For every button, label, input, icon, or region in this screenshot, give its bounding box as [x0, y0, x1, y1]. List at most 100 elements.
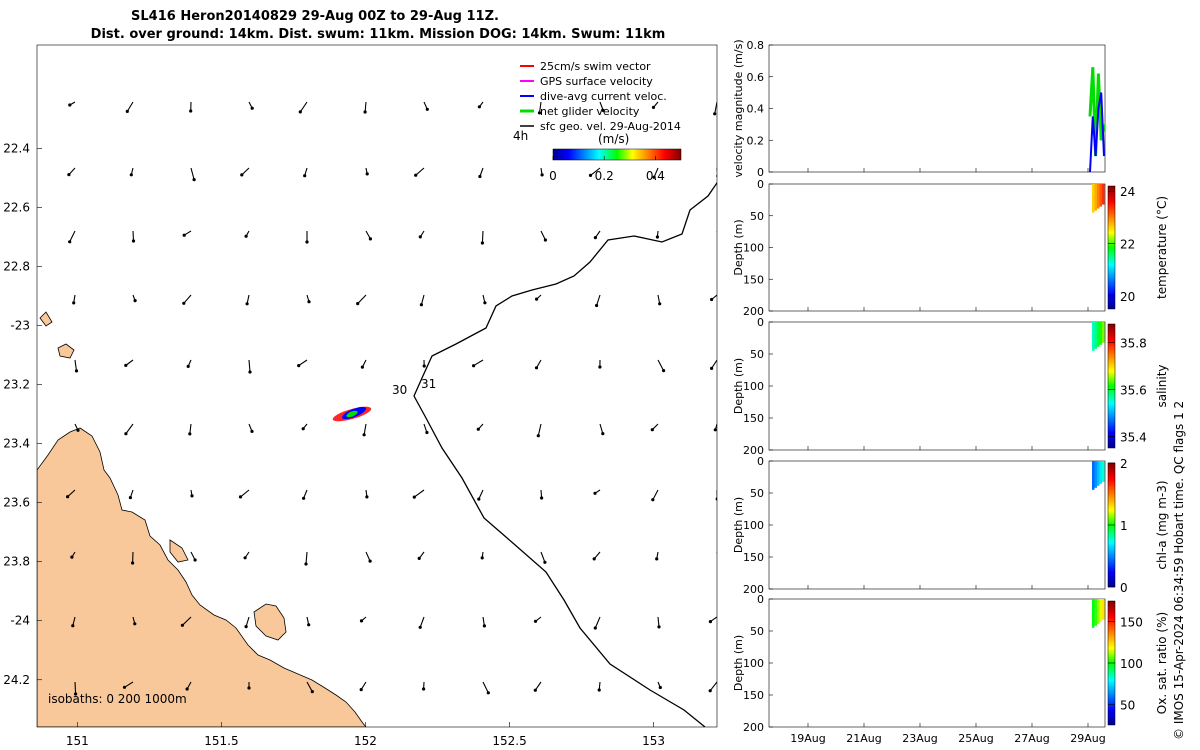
geostrophic-vector-head: [477, 497, 481, 501]
oxygen-y-tick-label: 0: [757, 593, 764, 606]
geostrophic-vector-head: [422, 687, 426, 691]
geostrophic-vector-head: [651, 498, 655, 502]
map-y-tick-label: 23.4: [3, 437, 30, 451]
map-y-ticks: 22.4 22.6 22.8 -23 23.2 23.4 23.6 23.8 -24 24.2: [3, 141, 42, 687]
temperature-profile: [1092, 184, 1095, 213]
chla-colorbar-label: chl-a (mg m-3): [1155, 480, 1169, 569]
geostrophic-vector-head: [597, 688, 601, 692]
geostrophic-vector: [189, 423, 192, 434]
map-x-tick-label: 151.5: [204, 734, 238, 748]
geostrophic-vector-head: [598, 365, 602, 369]
geostrophic-vector-head: [650, 428, 654, 432]
geostrophic-vector: [590, 167, 601, 176]
oxygen-profile: [1092, 599, 1095, 628]
geostrophic-vector-head: [422, 364, 426, 368]
geostrophic-vector: [473, 359, 484, 367]
geostrophic-vector-head: [486, 691, 490, 695]
geostrophic-vector-head: [417, 556, 421, 561]
geostrophic-vector: [132, 230, 135, 242]
geostrophic-vector: [419, 616, 425, 628]
footer-credit: © IMOS 15-Apr-2024 06:34:59 Hobart time.…: [1172, 401, 1186, 740]
geostrophic-vector-head: [480, 241, 484, 245]
geostrophic-vector-head: [593, 491, 597, 495]
temperature-colorbar-tick-label: 24: [1120, 185, 1135, 199]
chla-profile: [1094, 461, 1097, 488]
geostrophic-vector-head: [713, 112, 717, 116]
oxygen-colorbar-tick-label: 50: [1120, 698, 1135, 712]
geostrophic-vector-head: [710, 297, 714, 302]
geostrophic-vector-head: [719, 562, 722, 565]
geostrophic-vector-head: [66, 495, 70, 499]
geostrophic-vector: [599, 423, 604, 434]
isobath: [413, 181, 717, 727]
geostrophic-vector: [540, 230, 546, 241]
geostrophic-vector: [74, 359, 78, 371]
geostrophic-vector: [190, 167, 195, 180]
time-tick-label: 21Aug: [846, 732, 881, 745]
geostrophic-vector-head: [192, 178, 196, 182]
geostrophic-vector: [69, 230, 76, 243]
oxygen-y-tick-label: 200: [743, 721, 764, 734]
geostrophic-vector-head: [244, 234, 248, 238]
title-line2: Dist. over ground: 14km. Dist. swum: 11k…: [91, 27, 666, 42]
geostrophic-vector: [657, 359, 665, 371]
geostrophic-vector-head: [76, 428, 80, 432]
salinity-profile: [1097, 322, 1100, 347]
geostrophic-vector-head: [419, 303, 423, 307]
geostrophic-vector-head: [133, 299, 137, 303]
geostrophic-vector-head: [362, 433, 366, 437]
geostrophic-vector: [420, 294, 425, 305]
velocity-y-tick-label: 0.4: [747, 103, 765, 116]
map-x-tick-label: 152: [354, 734, 377, 748]
geostrophic-vector: [298, 359, 308, 367]
velocity-y-tick-label: 0.2: [747, 134, 765, 147]
geostrophic-vector-head: [297, 364, 301, 368]
geostrophic-vector: [183, 294, 192, 304]
geostrophic-vector-head: [601, 108, 605, 112]
geostrophic-vector: [481, 230, 484, 244]
map-y-tick-label: 22.4: [3, 141, 30, 155]
geostrophic-vector-head: [533, 688, 537, 692]
chla-panel: 0 50 100 150 200 Depth (m) 0 1 2 chl-a (mg m-3): [732, 455, 1169, 596]
geostrophic-vector: [357, 294, 367, 304]
geostrophic-vector-head: [131, 561, 135, 565]
geostrophic-vector: [653, 167, 659, 178]
geostrophic-vector-head: [657, 625, 661, 629]
geostrophic-vector-head: [425, 430, 429, 435]
geostrophic-vector: [67, 489, 76, 498]
temperature-colorbar-label: temperature (°C): [1155, 196, 1169, 299]
geostrophic-vector-head: [543, 560, 547, 564]
temperature-profile: [1094, 184, 1097, 211]
map-legend: 25cm/s swim vector GPS surface velocity …: [513, 60, 682, 183]
geostrophic-vector-head: [655, 235, 660, 239]
geostrophic-vector-head: [248, 370, 252, 374]
geostrophic-vector-head: [124, 432, 128, 436]
geostrophic-vector: [182, 616, 192, 626]
legend-geo: sfc geo. vel. 29-Aug-2014: [540, 120, 681, 133]
oxygen-colorbar-tick-label: 100: [1120, 657, 1143, 671]
chla-profile: [1092, 461, 1095, 490]
map-y-tick-label: -24: [10, 614, 30, 628]
salinity-y-tick-label: 100: [743, 380, 764, 393]
geostrophic-vectors: [66, 101, 722, 696]
legend-gps: GPS surface velocity: [540, 75, 653, 88]
temperature-profile: [1102, 184, 1105, 205]
salinity-colorbar-tick-label: 35.6: [1120, 384, 1147, 398]
geostrophic-vector-head: [708, 689, 712, 693]
geostrophic-vector-head: [710, 366, 714, 370]
geostrophic-vector-head: [190, 494, 194, 498]
velocity-y-tick-label: 0.8: [747, 39, 765, 52]
geostrophic-vector-head: [122, 685, 127, 689]
oxygen-y-label: Depth (m): [732, 635, 745, 691]
geostrophic-vector: [537, 423, 542, 436]
geostrophic-vector: [538, 101, 542, 113]
geostrophic-vector-head: [124, 363, 128, 367]
map-y-tick-label: 23.6: [3, 496, 30, 510]
temperature-colorbar-tick-label: 22: [1120, 238, 1135, 252]
geostrophic-vector-head: [74, 692, 78, 696]
geostrophic-vector-head: [310, 690, 314, 694]
geostrophic-vector: [241, 167, 250, 176]
geostrophic-vector-head: [245, 302, 249, 306]
geostrophic-vector-head: [651, 105, 656, 109]
